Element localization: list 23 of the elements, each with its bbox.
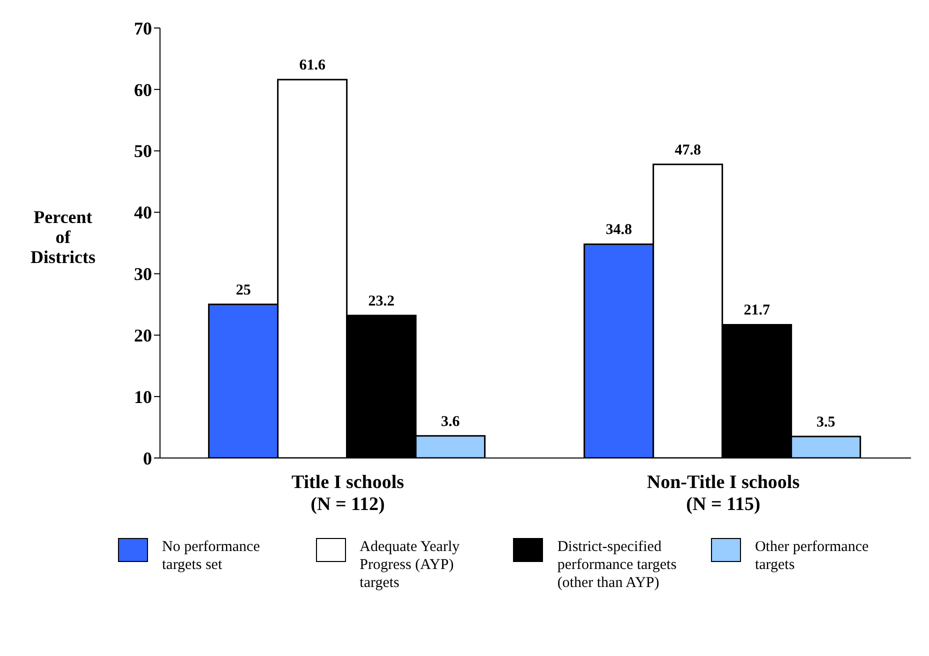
data-label: 61.6 [299,58,326,74]
y-axis-title: Percent of Districts [30,207,96,267]
y-tick-label: 10 [134,386,152,407]
y-tick-label: 20 [134,326,152,346]
data-label: 34.8 [606,222,632,238]
legend-label: Adequate Yearly Progress (AYP) targets [360,538,461,592]
y-tick-label: 40 [134,202,152,223]
data-label: 21.7 [744,302,770,319]
x-tick-label: Title I schools (N = 112) [291,472,404,515]
y-tick-label: 0 [143,448,152,468]
data-label: 47.8 [674,142,701,158]
legend-label: No performance targets set [162,538,261,574]
y-tick-label: 50 [134,141,152,162]
data-label: 23.2 [368,293,394,310]
legend-label: District-specified performance targets (other than AYP) [557,538,678,592]
legend-label: Other performance targets [754,538,870,574]
x-tick-label: Non-Title I schools (N = 115) [646,472,800,515]
data-label: 3.5 [816,414,836,430]
data-label: 3.6 [440,414,460,430]
y-tick-label: 70 [134,18,152,38]
y-tick-label: 60 [134,80,152,100]
data-label: 25 [236,282,251,298]
y-tick-label: 30 [134,264,152,284]
